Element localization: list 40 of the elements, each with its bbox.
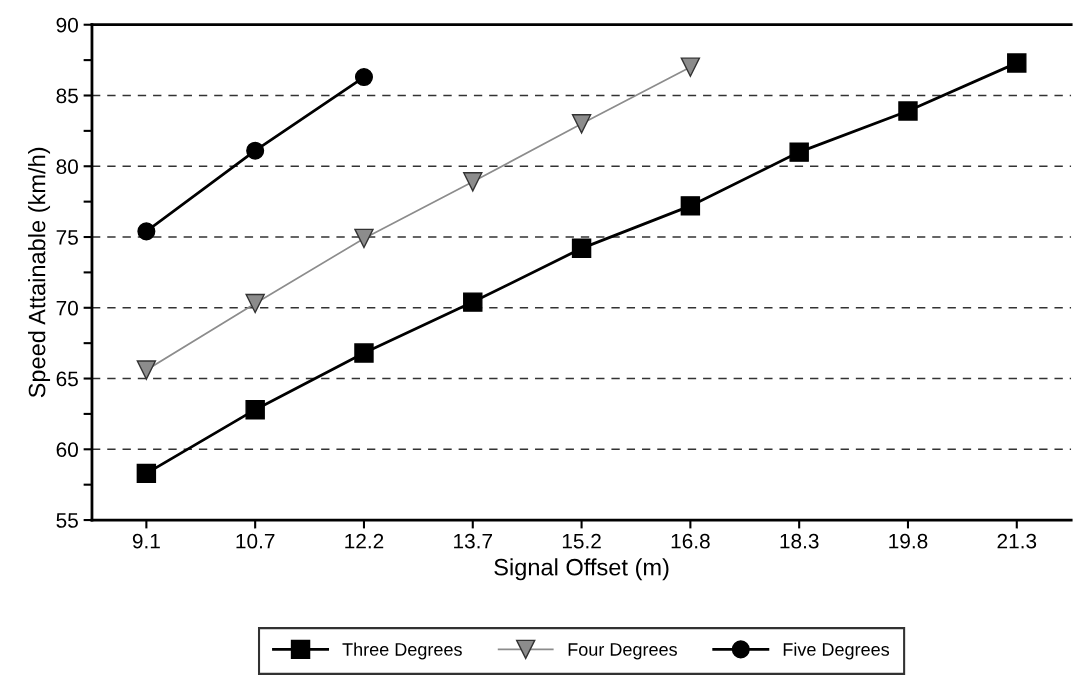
point [571,238,592,259]
x-tick-label: 19.8 [889,533,928,549]
point [463,172,483,192]
point [680,196,701,216]
point [246,141,265,160]
y-tick-label: 80 [56,159,78,175]
point [354,228,374,249]
point [1007,53,1027,73]
x-tick-label: 13.7 [454,533,492,549]
point [136,360,157,380]
y-axis-title: Speed Attainable (km/h) [28,147,51,398]
point [137,222,156,241]
point [354,343,374,363]
point [245,399,265,420]
point [136,463,157,484]
x-axis-title: Signal Offset (m) [494,558,669,581]
legend-label: Four Degrees [568,643,677,660]
y-tick-label: 85 [56,88,78,104]
x-tick-label: 15.2 [562,533,601,549]
point [789,142,809,162]
point [245,293,265,314]
y-tick-label: 60 [56,442,78,458]
legend-label: Five Degrees [783,642,890,660]
point [680,57,701,77]
x-tick-label: 10.7 [236,533,275,549]
legend-label: Three Degrees [342,642,462,660]
x-tick-label: 16.8 [671,533,710,549]
point [898,101,918,121]
x-tick-label: 21.3 [997,533,1037,549]
y-tick-label: 75 [56,230,78,245]
x-tick-label: 9.1 [132,533,160,549]
y-tick-label: 70 [56,300,78,316]
y-tick-label: 55 [56,513,78,528]
x-tick-label: 18.3 [780,533,819,549]
y-tick-label: 65 [56,371,78,387]
x-tick-label: 12.2 [345,533,384,549]
point [463,292,483,312]
point [571,114,592,134]
y-tick-label: 90 [56,17,78,33]
point [354,68,374,87]
